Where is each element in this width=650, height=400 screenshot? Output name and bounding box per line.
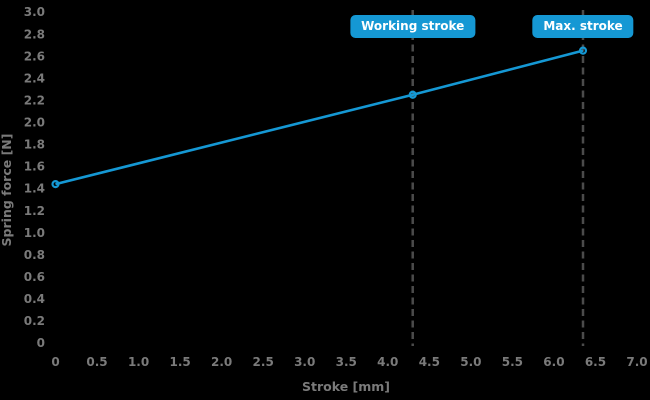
y-tick-label: 1.0 [24,226,45,240]
y-tick-label: 1.8 [24,138,45,152]
y-axis-title: Spring force [N] [0,134,14,247]
y-tick-label: 0.4 [24,292,45,306]
y-tick-label: 2.8 [24,27,45,41]
y-tick-label: 0.6 [24,270,45,284]
y-tick-label: 1.2 [24,204,45,218]
y-tick-label: 0 [37,336,45,350]
x-tick-label: 7.0 [626,355,647,369]
y-tick-label: 1.4 [24,182,45,196]
x-tick-label: 5.5 [502,355,523,369]
y-tick-label: 2.2 [24,93,45,107]
x-tick-label: 0 [51,355,59,369]
y-tick-label: 2.6 [24,49,45,63]
y-tick-label: 3.0 [24,5,45,19]
x-tick-label: 2.0 [211,355,232,369]
y-tick-label: 0.2 [24,314,45,328]
y-tick-label: 1.6 [24,160,45,174]
spring-force-line [55,49,584,186]
x-axis-title: Stroke [mm] [302,379,390,394]
x-tick-label: 3.0 [294,355,315,369]
x-tick-label: 2.5 [253,355,274,369]
x-tick-label: 4.5 [419,355,440,369]
y-tick-label: 2.0 [24,116,45,130]
x-tick-label: 3.5 [336,355,357,369]
x-tick-label: 4.0 [377,355,398,369]
y-tick-label: 2.4 [24,71,45,85]
x-tick-label: 6.0 [543,355,564,369]
x-tick-label: 0.5 [86,355,107,369]
data-point-marker [408,90,417,99]
max-stroke-badge[interactable]: Max. stroke [532,15,634,38]
x-tick-label: 1.5 [169,355,190,369]
data-point-marker [51,180,60,189]
x-tick-label: 5.0 [460,355,481,369]
working-stroke-badge[interactable]: Working stroke [350,15,476,38]
x-tick-label: 1.0 [128,355,149,369]
x-tick-label: 6.5 [585,355,606,369]
y-tick-label: 0.8 [24,248,45,262]
data-point-marker [578,46,588,55]
